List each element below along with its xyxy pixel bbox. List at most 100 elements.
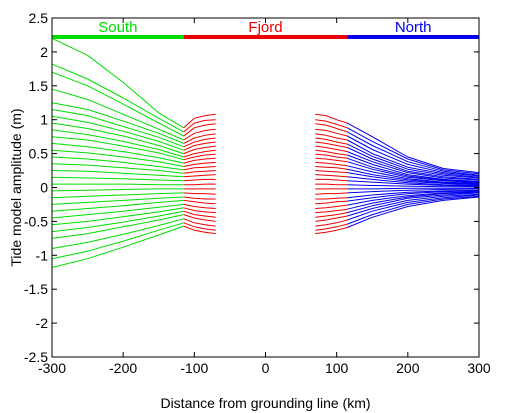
y-tick-label: -1.5: [24, 281, 48, 297]
north-line-23: [347, 191, 480, 210]
fjord-left-line-5: [183, 133, 216, 144]
axis-ticks: -300 -200 -100 0 100 200 300 -2.5 -2 -1.5 -1 -0.5 0 0…: [24, 10, 491, 376]
north-line-7: [347, 147, 480, 180]
fjord-left-line-27: [183, 222, 216, 231]
region-bar: South Fjord North: [52, 19, 479, 39]
north-line-12: [347, 165, 480, 184]
north-line-17: [347, 184, 479, 188]
y-tick-label: -2: [36, 315, 49, 331]
north-line-24: [347, 192, 480, 214]
south-line-14: [51, 163, 184, 174]
fjord-left-line-4: [183, 128, 216, 141]
y-tick-label: 0: [40, 180, 48, 196]
x-tick-label: -100: [180, 360, 208, 376]
fjord-left-line-3: [183, 123, 216, 137]
north-line-18: [347, 187, 479, 190]
south-line-23: [51, 207, 184, 226]
fjord-right-line-23: [315, 208, 348, 214]
south-line-6: [51, 109, 184, 148]
north-line-10: [347, 157, 480, 183]
south-line-10: [51, 136, 184, 161]
y-tick-label: -0.5: [24, 213, 48, 229]
north-line-22: [347, 191, 480, 206]
south-line-3: [51, 71, 184, 137]
fjord-right-line-7: [315, 141, 348, 148]
south-line-11: [51, 142, 184, 164]
south-line-25: [51, 214, 184, 239]
fjord-left-line-23: [183, 207, 216, 214]
x-tick-label: 300: [467, 360, 491, 376]
south-line-21: [51, 199, 184, 212]
fjord-left-line-11: [183, 157, 216, 164]
fjord-left-line-28: [183, 225, 216, 235]
south-line-16: [51, 176, 184, 182]
region-label-north: North: [395, 19, 432, 36]
south-line-5: [51, 102, 184, 144]
y-tick-label: 1: [40, 112, 48, 128]
south-line-1: [51, 37, 184, 129]
fjord-left-line-15: [183, 174, 216, 178]
north-line-5: [347, 139, 480, 178]
north-line-13: [347, 168, 480, 185]
region-label-fjord: Fjord: [248, 19, 282, 36]
fjord-right-line-17: [315, 183, 348, 186]
fjord-left-line-21: [183, 199, 216, 205]
fjord-left-line-13: [183, 166, 216, 171]
south-line-27: [51, 222, 184, 260]
north-line-25: [347, 193, 480, 217]
south-line-13: [51, 156, 184, 171]
fjord-right-line-5: [315, 133, 348, 141]
fjord-left-line-19: [183, 192, 216, 195]
north-line-3: [347, 131, 480, 176]
fjord-right-line-10: [315, 153, 348, 159]
fjord-right-line-13: [315, 166, 348, 170]
south-line-26: [51, 218, 184, 249]
fjord-right-line-14: [315, 170, 348, 174]
north-line-16: [347, 180, 480, 187]
fjord-left-line-14: [183, 170, 216, 174]
north-line-20: [347, 189, 480, 199]
y-tick-label: 2.5: [29, 10, 49, 26]
north-line-26: [347, 194, 480, 221]
y-tick-label: -2.5: [24, 349, 48, 365]
south-line-9: [51, 129, 184, 158]
fjord-right-line-26: [315, 219, 348, 227]
fjord-left-line-9: [183, 149, 216, 158]
x-tick-label: -200: [109, 360, 137, 376]
south-line-20: [51, 196, 184, 205]
fjord-right-line-12: [315, 161, 348, 167]
fjord-right-line-6: [315, 137, 348, 145]
fjord-left-line-25: [183, 214, 216, 222]
series-layer: [51, 37, 480, 268]
fjord-left-line-7: [183, 141, 216, 151]
fjord-right-line-11: [315, 157, 348, 163]
south-line-28: [51, 225, 184, 268]
x-tick-label: 200: [396, 360, 420, 376]
south-line-19: [51, 192, 184, 199]
x-tick-label: -300: [38, 360, 66, 376]
north-line-27: [347, 195, 480, 225]
north-line-28: [347, 196, 480, 228]
fjord-left-line-22: [183, 203, 216, 209]
fjord-right-line-16: [315, 178, 348, 182]
fjord-left-line-12: [183, 161, 216, 167]
fjord-left-line-6: [183, 137, 216, 148]
south-line-12: [51, 149, 184, 167]
fjord-left-line-17: [183, 183, 216, 186]
south-line-7: [51, 115, 184, 151]
fjord-left-line-24: [183, 210, 216, 218]
north-line-8: [347, 151, 480, 181]
north-line-2: [347, 127, 480, 175]
fjord-left-line-2: [183, 119, 216, 133]
fjord-right-line-9: [315, 149, 348, 156]
south-line-8: [51, 122, 184, 155]
fjord-left-line-10: [183, 153, 216, 161]
south-line-18: [51, 188, 184, 192]
fjord-left-line-26: [183, 218, 216, 227]
fjord-right-line-8: [315, 145, 348, 153]
fjord-left-line-20: [183, 196, 216, 200]
fjord-left-line-16: [183, 178, 216, 182]
fjord-right-line-21: [315, 200, 348, 205]
